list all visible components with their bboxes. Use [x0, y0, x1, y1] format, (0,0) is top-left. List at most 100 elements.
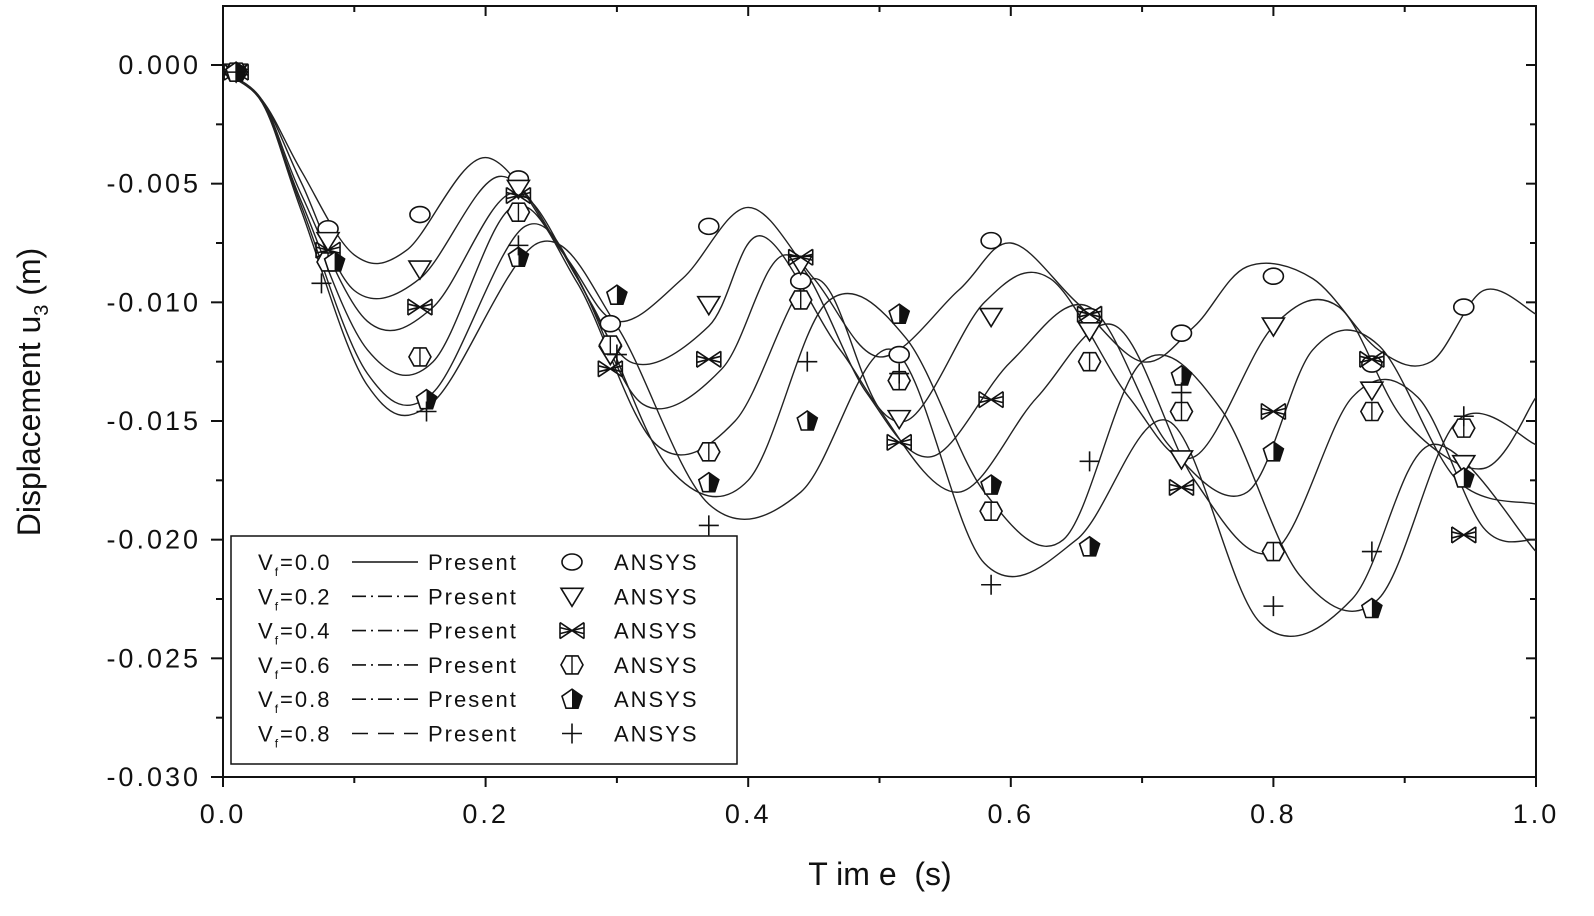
plus-marker: [698, 515, 719, 536]
triangle-marker: [696, 295, 722, 317]
x-axis-title: T im e (s): [808, 856, 951, 892]
ansys-marker: [1078, 535, 1101, 557]
triangle-marker: [407, 260, 433, 281]
ansys-marker: [797, 351, 818, 372]
plus-marker: [1079, 451, 1100, 472]
legend-vf-value: =0.8: [280, 722, 331, 747]
ansys-marker: [508, 235, 529, 256]
legend-present-label: Present: [428, 653, 518, 678]
pentagon-marker-fill: [708, 472, 719, 492]
y-axis-title-main: Displacement u: [11, 316, 47, 537]
legend-present-label: Present: [428, 722, 518, 747]
ansys-marker: [1262, 440, 1285, 462]
ansys-marker: [507, 246, 530, 268]
pentagon-marker-fill: [1463, 467, 1474, 487]
ansys-marker: [1077, 322, 1103, 343]
ansys-marker: [796, 410, 819, 431]
legend-ansys-label: ANSYS: [614, 722, 699, 747]
legend-vf-value: =0.6: [280, 653, 331, 678]
ansys-marker: [562, 723, 582, 744]
y-tick-label: 0.000: [118, 50, 201, 80]
ansys-marker: [1168, 478, 1195, 497]
triangle-marker: [1260, 317, 1286, 338]
x-marker: [315, 241, 341, 259]
y-tick-label: -0.015: [106, 406, 201, 436]
x-marker: [505, 186, 532, 205]
pentagon-marker-fill: [1089, 536, 1100, 556]
legend-vf-symbol: V: [258, 653, 275, 678]
ansys-marker: [1169, 401, 1194, 422]
legend-vf-symbol: V: [258, 619, 275, 644]
ansys-marker: [408, 347, 432, 367]
ansys-marker: [978, 307, 1004, 329]
legend-ansys-label: ANSYS: [614, 550, 699, 575]
pentagon-marker-fill: [1181, 365, 1192, 385]
pentagon-marker-fill: [1371, 598, 1382, 618]
x-marker: [1076, 305, 1103, 323]
ansys-marker: [1260, 402, 1287, 421]
pentagon-marker-fill: [899, 304, 910, 324]
legend-vf-value: =0.8: [280, 687, 331, 712]
ansys-marker: [559, 587, 585, 608]
legend-vf-subscript: f: [275, 737, 280, 751]
ansys-marker: [696, 350, 722, 368]
y-tick-label: -0.005: [106, 169, 201, 199]
legend-ansys-label: ANSYS: [614, 653, 699, 678]
ansys-marker: [315, 231, 341, 253]
series-lines: [223, 71, 1536, 638]
ansys-marker: [1452, 466, 1475, 488]
plus-marker: [981, 574, 1002, 595]
ansys-marker: [888, 303, 911, 325]
plus-marker: [1361, 541, 1382, 562]
ansys-marker: [1261, 541, 1286, 562]
ansys-marker: [1076, 305, 1103, 323]
legend-ansys-label: ANSYS: [614, 619, 699, 644]
circle-marker: [409, 205, 431, 224]
ansys-marker: [559, 621, 585, 640]
x-marker: [787, 248, 814, 266]
plus-marker: [562, 723, 582, 744]
ansys-markers: [223, 61, 1477, 619]
triangle-marker: [1359, 381, 1385, 402]
legend-box: [230, 535, 738, 765]
ansys-marker: [598, 335, 623, 355]
x-marker: [978, 390, 1004, 409]
ansys-marker: [886, 433, 912, 452]
ansys-marker: [226, 62, 247, 83]
ansys-marker: [888, 345, 910, 364]
ansys-marker: [506, 202, 531, 222]
ansys-marker: [1359, 401, 1384, 422]
circle-marker: [888, 345, 910, 364]
series-line: [223, 71, 1536, 555]
plus-marker: [226, 62, 247, 83]
legend-ansys-label: ANSYS: [614, 584, 699, 609]
plus-marker: [1263, 596, 1284, 617]
ansys-marker: [788, 290, 813, 310]
circle-marker: [1170, 324, 1193, 342]
legend-present-label: Present: [428, 619, 518, 644]
legend-present-label: Present: [428, 687, 518, 712]
plus-marker: [797, 351, 818, 372]
ansys-marker: [1452, 298, 1475, 316]
legend-vf-symbol: V: [258, 722, 275, 747]
plus-marker: [508, 235, 529, 256]
plus-marker: [311, 273, 332, 294]
ansys-marker: [1170, 324, 1193, 342]
ansys-marker: [505, 186, 532, 205]
ansys-marker: [980, 474, 1003, 495]
legend-vf-symbol: V: [258, 687, 275, 712]
legend-vf-value: =0.4: [280, 619, 331, 644]
ansys-marker: [1262, 267, 1285, 286]
ansys-marker: [1453, 406, 1474, 427]
legend-vf-label: Vf=0.2: [258, 584, 331, 613]
legend-vf-subscript: f: [275, 599, 280, 613]
ansys-marker: [787, 248, 814, 266]
pentagon-marker-fill: [991, 475, 1002, 495]
ansys-marker: [606, 344, 627, 365]
ansys-marker: [697, 471, 720, 493]
x-tick-label: 1.0: [1513, 799, 1560, 829]
ansys-marker: [407, 260, 433, 281]
ansys-marker: [409, 205, 431, 224]
legend-present-label: Present: [428, 584, 518, 609]
legend-vf-label: Vf=0.8: [258, 722, 331, 751]
